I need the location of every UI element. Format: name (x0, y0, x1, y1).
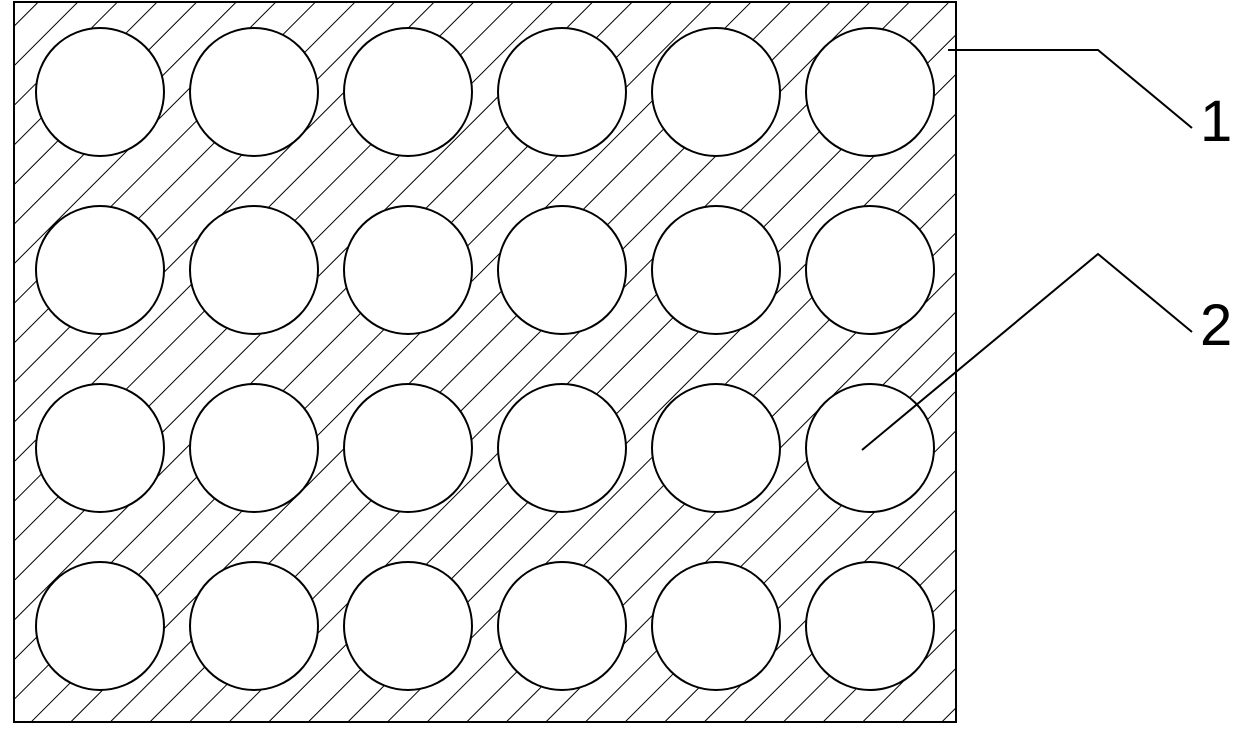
figure-svg (0, 0, 1257, 729)
grid-circle (652, 206, 780, 334)
grid-circle (498, 206, 626, 334)
grid-circle (36, 28, 164, 156)
grid-circle (498, 384, 626, 512)
grid-circle (190, 562, 318, 690)
grid-circle (344, 206, 472, 334)
grid-circle (344, 562, 472, 690)
grid-circle (498, 562, 626, 690)
grid-circle (806, 562, 934, 690)
grid-circle (806, 28, 934, 156)
callout-label-1: 1 (1200, 88, 1234, 155)
grid-circle (806, 384, 934, 512)
grid-circle (652, 28, 780, 156)
grid-circle (36, 206, 164, 334)
grid-circle (190, 28, 318, 156)
grid-circle (190, 206, 318, 334)
grid-circle (652, 562, 780, 690)
grid-circle (498, 28, 626, 156)
grid-circle (806, 206, 934, 334)
grid-circle (190, 384, 318, 512)
grid-circle (344, 28, 472, 156)
callout-leader-1 (948, 50, 1192, 128)
grid-circle (36, 562, 164, 690)
grid-circle (344, 384, 472, 512)
grid-circle (36, 384, 164, 512)
grid-circle (652, 384, 780, 512)
callout-label-2: 2 (1200, 292, 1234, 359)
figure-root: 12 (0, 0, 1257, 729)
